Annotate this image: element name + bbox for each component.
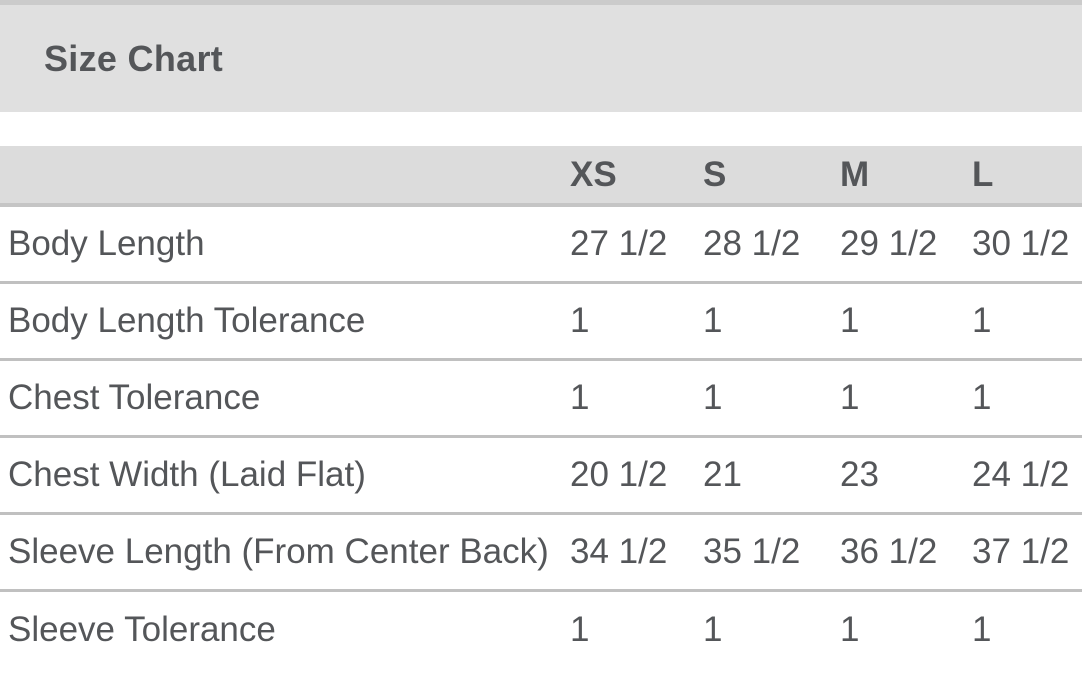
row-label: Sleeve Tolerance	[0, 590, 562, 667]
row-value: 28 1/2	[695, 205, 832, 284]
table-row: Chest Width (Laid Flat) 20 1/2 21 23 24 1/2	[0, 436, 1082, 515]
row-value: 29 1/2	[832, 205, 964, 284]
row-label: Chest Width (Laid Flat)	[0, 436, 562, 515]
row-value: 27 1/2	[562, 205, 695, 284]
table-row: Sleeve Tolerance 1 1 1 1	[0, 590, 1082, 667]
table-row: Body Length Tolerance 1 1 1 1	[0, 282, 1082, 361]
row-value: 1	[832, 282, 964, 361]
column-header-m: M	[832, 146, 964, 207]
size-table-body: Body Length 27 1/2 28 1/2 29 1/2 30 1/2 Body …	[0, 205, 1082, 667]
table-row: Chest Tolerance 1 1 1 1	[0, 359, 1082, 438]
row-label: Chest Tolerance	[0, 359, 562, 438]
corner-cell	[0, 146, 562, 207]
row-value: 30 1/2	[964, 205, 1082, 284]
row-value: 1	[562, 282, 695, 361]
column-header-s: S	[695, 146, 832, 207]
row-value: 1	[562, 359, 695, 438]
row-value: 1	[562, 590, 695, 667]
row-label: Body Length Tolerance	[0, 282, 562, 361]
row-value: 37 1/2	[964, 513, 1082, 592]
row-value: 1	[964, 590, 1082, 667]
row-value: 21	[695, 436, 832, 515]
size-table-header-row: XS S M L	[0, 146, 1082, 207]
page-title: Size Chart	[44, 37, 224, 79]
table-row: Sleeve Length (From Center Back) 34 1/2 35…	[0, 513, 1082, 592]
row-value: 35 1/2	[695, 513, 832, 592]
size-chart-header-bar: Size Chart	[0, 5, 1082, 112]
row-label: Body Length	[0, 205, 562, 284]
top-strip	[0, 0, 1082, 5]
row-value: 23	[832, 436, 964, 515]
spacer	[0, 112, 1082, 146]
row-value: 34 1/2	[562, 513, 695, 592]
column-header-xs: XS	[562, 146, 695, 207]
row-value: 1	[695, 590, 832, 667]
row-value: 1	[964, 359, 1082, 438]
row-value: 1	[832, 359, 964, 438]
row-value: 1	[695, 359, 832, 438]
row-value: 1	[964, 282, 1082, 361]
row-value: 20 1/2	[562, 436, 695, 515]
row-value: 36 1/2	[832, 513, 964, 592]
table-row: Body Length 27 1/2 28 1/2 29 1/2 30 1/2	[0, 205, 1082, 284]
row-value: 1	[832, 590, 964, 667]
column-header-l: L	[964, 146, 1082, 207]
row-label: Sleeve Length (From Center Back)	[0, 513, 562, 592]
row-value: 1	[695, 282, 832, 361]
row-value: 24 1/2	[964, 436, 1082, 515]
size-chart-table: XS S M L Body Length 27 1/2 28 1/2 29 1/2 30 1/…	[0, 146, 1082, 667]
